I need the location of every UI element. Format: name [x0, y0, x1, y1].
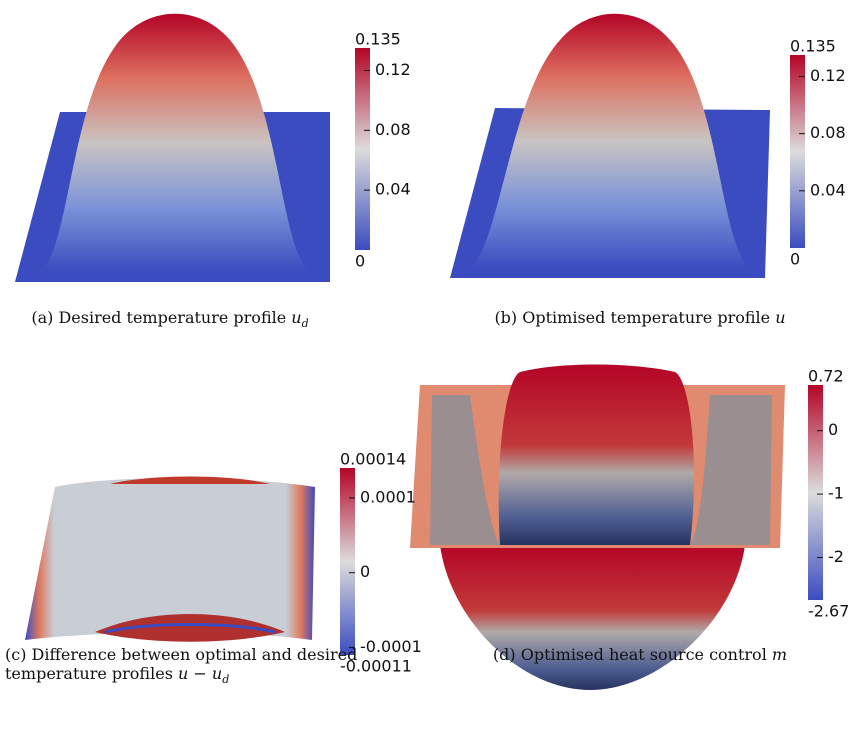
surface-a — [15, 13, 330, 282]
caption-line: (d) Optimised heat source control m — [440, 645, 840, 664]
colorbar-min-label: -2.67 — [808, 602, 849, 621]
caption: (a) Desired temperature profile ud — [0, 308, 370, 330]
colorbar-scale — [790, 55, 805, 248]
caption-text: (d) Optimised heat source control — [492, 645, 767, 664]
caption-math-sub: d — [222, 673, 230, 687]
caption-math: m — [771, 645, 788, 664]
colorbar-min-label: 0 — [790, 250, 800, 269]
caption-text: (a) Desired temperature profile — [31, 308, 287, 327]
colorbar-tick-label: -2 — [828, 547, 844, 566]
colorbar-tick-label: 0.12 — [375, 60, 411, 79]
colorbar: 0.72 -2.67 0 -1 -2 — [808, 367, 849, 621]
colorbar-tick-label: 0.04 — [810, 180, 846, 199]
colorbar-tick-label: 0.0001 — [360, 487, 416, 506]
colorbar-max-label: 0.72 — [808, 367, 844, 386]
caption-line: temperature profiles u − ud — [5, 664, 357, 686]
caption: (c) Difference between optimal and desir… — [5, 645, 357, 686]
colorbar-min-label: -0.00011 — [340, 657, 412, 676]
colorbar-max-label: 0.135 — [790, 37, 836, 56]
caption-line: (c) Difference between optimal and desir… — [5, 645, 357, 664]
caption-text: (c) Difference between optimal and desir… — [5, 645, 358, 664]
colorbar-max-label: 0.00014 — [340, 450, 406, 469]
caption-math: u — [291, 308, 302, 327]
surface-d — [410, 364, 785, 690]
caption-text: temperature profiles — [5, 664, 173, 683]
colorbar-tick-label: 0 — [828, 420, 838, 439]
colorbar-scale — [355, 48, 370, 250]
colorbar: 0.135 0 0.12 0.08 0.04 — [355, 30, 411, 271]
colorbar: 0.135 0 0.12 0.08 0.04 — [790, 37, 846, 269]
colorbar-tick-label: 0.04 — [375, 180, 411, 199]
caption-math-sub: d — [301, 317, 309, 331]
colorbar-tick-label: -1 — [828, 484, 844, 503]
colorbar-max-label: 0.135 — [355, 30, 401, 49]
colorbar-scale — [340, 468, 355, 655]
surface-b — [450, 13, 770, 278]
caption-line: (a) Desired temperature profile ud — [0, 308, 370, 330]
caption-text: (b) Optimised temperature profile — [494, 308, 771, 327]
colorbar-tick-label: 0.12 — [810, 66, 846, 85]
colorbar: 0.00014 -0.00011 0.0001 0 -0.0001 — [340, 450, 422, 676]
colorbar-tick-label: -0.0001 — [360, 637, 422, 656]
colorbar-min-label: 0 — [355, 252, 365, 271]
caption: (b) Optimised temperature profile u — [440, 308, 840, 327]
colorbar-scale — [808, 385, 823, 600]
surface-c — [25, 476, 315, 642]
caption: (d) Optimised heat source control m — [440, 645, 840, 664]
colorbar-tick-label: 0.08 — [810, 123, 846, 142]
colorbar-tick-label: 0.08 — [375, 120, 411, 139]
caption-math: u − u — [178, 664, 223, 683]
colorbar-tick-label: 0 — [360, 562, 370, 581]
caption-math: u — [775, 308, 786, 327]
caption-line: (b) Optimised temperature profile u — [440, 308, 840, 327]
